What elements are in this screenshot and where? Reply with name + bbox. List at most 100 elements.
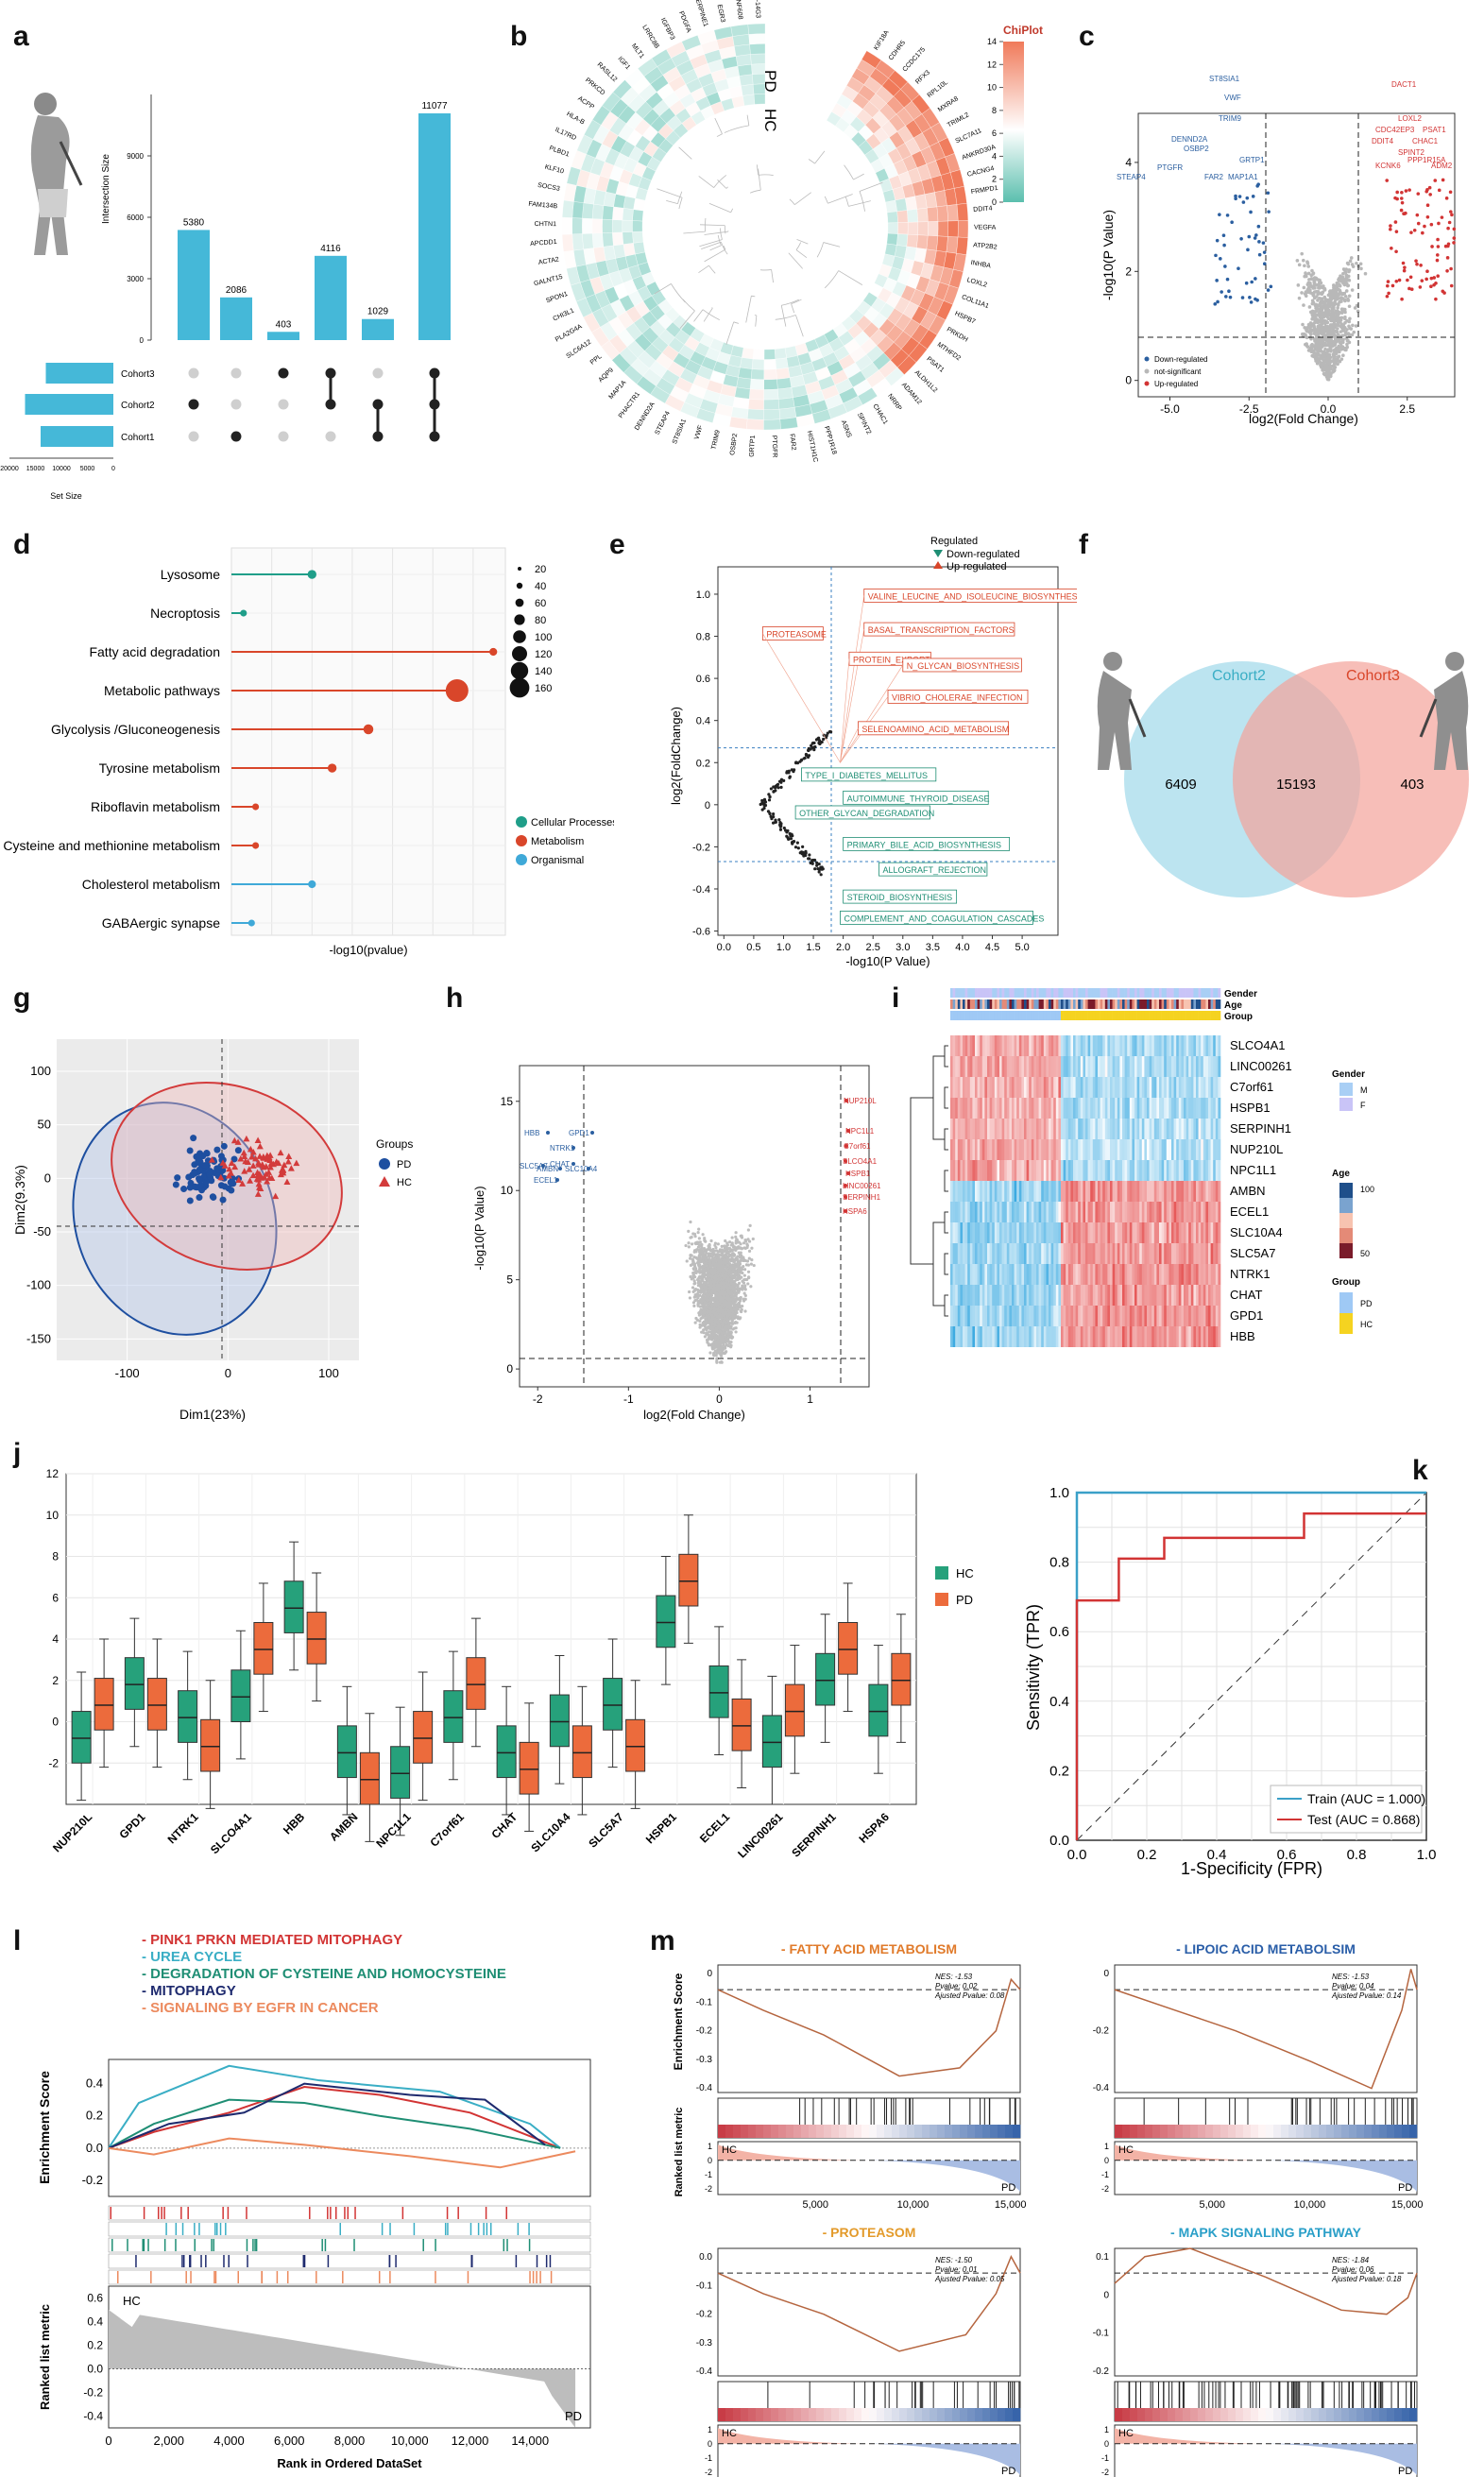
panel-e-point <box>779 824 783 828</box>
volcano-point <box>1326 329 1330 333</box>
pca-point-hc <box>260 1153 267 1160</box>
volcano-h-point <box>709 1307 713 1310</box>
annotation-group-cell <box>967 1011 971 1020</box>
volcano-point <box>1408 275 1413 280</box>
pca-xtick-label: -100 <box>115 1366 140 1380</box>
upset-bar <box>178 230 210 340</box>
heatmap-cell <box>746 408 764 420</box>
annotation-age-cell <box>1001 999 1005 1009</box>
volcano-point <box>1350 288 1355 292</box>
upset-set-tick: 0 <box>111 466 115 472</box>
panel-e-point <box>792 840 796 844</box>
volcano-point <box>1341 323 1345 328</box>
volcano-point <box>1326 377 1331 382</box>
heatmap-cell <box>571 217 583 235</box>
volcano-point <box>1390 247 1393 250</box>
volcano-point <box>1407 286 1411 291</box>
volcano-h-point <box>727 1341 731 1345</box>
panel-e-point <box>785 771 789 775</box>
volcano-point <box>1402 268 1407 273</box>
heatmap-gene-label: SERPINE1 <box>692 0 708 27</box>
heatmap-cell <box>748 388 764 401</box>
volcano-point <box>1327 299 1331 304</box>
volcano-point <box>1220 290 1223 294</box>
panel-e-term-box <box>843 790 989 805</box>
colorbar <box>1003 42 1024 202</box>
heatmap-gene-label: PLBD1 <box>548 145 570 159</box>
volcano-h-point <box>727 1283 731 1287</box>
volcano-h-point <box>709 1238 713 1243</box>
volcano-h-point <box>692 1295 696 1299</box>
volcano-h-point <box>729 1274 733 1278</box>
panel-label-d: d <box>13 529 31 560</box>
heatmap-cell <box>748 33 766 45</box>
heatmap-cell <box>763 379 778 390</box>
dendrogram-branch <box>794 192 811 205</box>
volcano-h-point <box>725 1307 728 1311</box>
volcano-h-point <box>723 1270 726 1274</box>
volcano-point <box>1436 274 1441 279</box>
heatmap-gene-label: ZNF608 <box>734 0 743 20</box>
upset-dot <box>230 431 242 442</box>
volcano-h-gene-label: AMBN <box>537 1165 558 1173</box>
heatmap-cell <box>632 220 643 232</box>
pca-point-hc <box>255 1173 263 1181</box>
panel-e-leader <box>840 727 859 763</box>
volcano-point <box>1358 262 1363 266</box>
panel-label-e: e <box>609 529 625 560</box>
heatmap-cell <box>728 417 748 430</box>
lollipop-category-label: Necroptosis <box>150 606 220 621</box>
volcano-point <box>1319 299 1323 303</box>
lollipop-category-label: Fatty acid degradation <box>89 644 220 659</box>
dendrogram-branch <box>730 208 734 214</box>
volcano-h-point <box>746 1238 750 1241</box>
upset-bar <box>418 112 451 340</box>
upset-xlabel: Set Size <box>50 491 82 501</box>
annotation-gender-cell <box>957 988 961 998</box>
volcano-point <box>1334 283 1339 288</box>
panel-b-circular-heatmap: KIF18ACDHR5CCDC175RFX3RPL10LMXRA8TRIML2S… <box>528 0 1043 463</box>
volcano-point <box>1424 277 1428 282</box>
panel-e-point <box>782 778 786 782</box>
volcano-point <box>1328 289 1332 294</box>
volcano-point <box>1445 269 1449 273</box>
panel-e-term-box <box>878 862 988 877</box>
panel-e-point <box>771 821 776 825</box>
volcano-h-point <box>701 1277 705 1282</box>
volcano-h-point <box>708 1242 711 1247</box>
volcano-point <box>1336 321 1340 325</box>
volcano-point <box>1322 358 1325 362</box>
volcano-point <box>1331 354 1336 358</box>
annotation-group-cell <box>950 1011 953 1020</box>
heatmap-cell <box>916 234 929 250</box>
volcano-point <box>1335 312 1339 316</box>
lollipop-category-label: GABAergic synapse <box>102 915 220 931</box>
volcano-h-point <box>710 1310 714 1314</box>
volcano-h-point <box>715 1293 719 1298</box>
dendrogram-branch <box>848 200 871 207</box>
volcano-h-down-point <box>541 1164 545 1168</box>
pca-ytick-label: 50 <box>38 1118 51 1132</box>
volcano-point <box>1329 316 1334 320</box>
pca-point-hc <box>277 1170 284 1178</box>
volcano-point <box>1351 265 1356 268</box>
dendrogram-branch <box>679 310 695 330</box>
volcano-point <box>1334 361 1339 366</box>
lollipop-xlabel: -log10(pvalue) <box>329 943 407 957</box>
volcano-h-point <box>712 1340 716 1344</box>
heatmap-gene-label: PPP1R18 <box>823 425 837 455</box>
lollipop-dot <box>247 919 255 927</box>
volcano-point <box>1262 250 1267 254</box>
volcano-h-point <box>713 1317 717 1322</box>
volcano-h-point <box>725 1272 728 1276</box>
volcano-point <box>1349 256 1354 260</box>
volcano-h-point <box>732 1294 737 1299</box>
dendrogram-branch <box>714 117 723 134</box>
volcano-h-point <box>716 1276 721 1280</box>
panel-e-point <box>817 870 821 874</box>
volcano-point <box>1387 291 1390 296</box>
